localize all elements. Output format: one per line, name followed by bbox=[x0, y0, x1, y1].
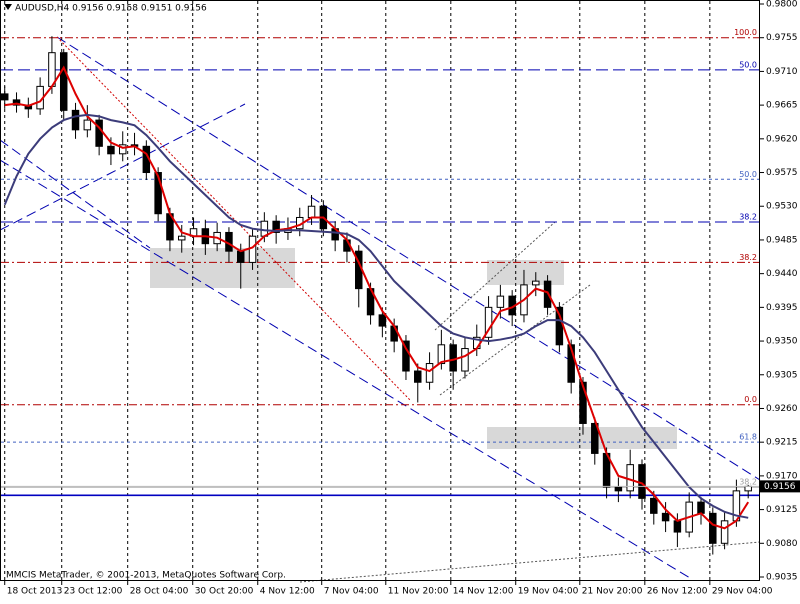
candle-body bbox=[107, 145, 115, 155]
y-tick-label: 0.9440 bbox=[766, 269, 798, 279]
x-tick-label: 4 Nov 12:00 bbox=[260, 587, 315, 597]
candle-body bbox=[95, 119, 103, 147]
candle-body bbox=[461, 348, 469, 372]
candle-body bbox=[378, 314, 387, 327]
candle-body bbox=[591, 422, 599, 454]
y-tick-label: 0.9665 bbox=[766, 101, 798, 111]
x-tick-label: 28 Oct 04:00 bbox=[130, 587, 189, 597]
x-tick-label: 19 Nov 04:00 bbox=[518, 587, 579, 597]
x-tick-label: 14 Nov 12:00 bbox=[453, 587, 514, 597]
y-tick-label: 0.9530 bbox=[766, 202, 798, 212]
candle-body bbox=[12, 99, 21, 106]
channel-line bbox=[434, 221, 556, 331]
candle-body bbox=[532, 280, 540, 286]
y-tick-label: 0.9755 bbox=[766, 33, 798, 43]
candle-body bbox=[83, 119, 92, 131]
candle-body bbox=[425, 363, 434, 383]
candle-body bbox=[307, 205, 316, 218]
y-tick-label: 0.9260 bbox=[766, 404, 798, 414]
level-label: 38.2 bbox=[739, 253, 757, 262]
candle-body bbox=[638, 464, 646, 499]
y-tick-label: 0.9575 bbox=[766, 168, 798, 178]
candle-body bbox=[449, 344, 457, 372]
x-tick-label: 26 Nov 12:00 bbox=[647, 587, 708, 597]
candle-body bbox=[71, 109, 80, 131]
candle-body bbox=[697, 501, 705, 514]
candle-body bbox=[402, 340, 410, 372]
level-label: 38.2 bbox=[739, 212, 757, 221]
y-tick-label: 0.9170 bbox=[766, 471, 798, 481]
x-tick-label: 7 Nov 04:00 bbox=[324, 587, 379, 597]
candle-body bbox=[744, 485, 752, 492]
channel-line bbox=[439, 284, 591, 396]
candle-body bbox=[661, 512, 670, 522]
candle-body bbox=[614, 486, 623, 492]
x-tick-label: 23 Oct 12:00 bbox=[64, 587, 123, 597]
candle-body bbox=[437, 344, 446, 365]
x-tick-label: 21 Nov 20:00 bbox=[582, 587, 643, 597]
fib-line bbox=[56, 36, 411, 401]
y-tick-label: 0.9485 bbox=[766, 235, 798, 245]
candle-body bbox=[484, 306, 493, 338]
level-label: 61.8 bbox=[739, 433, 757, 442]
candle-body bbox=[650, 497, 658, 514]
last-price-box bbox=[760, 480, 800, 493]
drawings bbox=[0, 36, 761, 583]
x-tick-label: 30 Oct 20:00 bbox=[195, 587, 254, 597]
y-tick-label: 0.9035 bbox=[766, 573, 798, 583]
channel-line bbox=[56, 36, 761, 481]
level-label: 50.0 bbox=[739, 60, 757, 69]
plot-frame bbox=[0, 0, 760, 581]
candle-body bbox=[414, 370, 422, 383]
footer: MMCIS MetaTrader, © 2001-2013, MetaQuote… bbox=[6, 571, 286, 581]
y-tick-label: 0.9395 bbox=[766, 303, 798, 313]
candle-body bbox=[0, 93, 9, 101]
menu-icon bbox=[4, 4, 12, 10]
candle-body bbox=[248, 235, 257, 263]
level-label: 100.0 bbox=[734, 28, 757, 37]
candle-body bbox=[567, 344, 575, 383]
x-tick-label: 29 Nov 04:00 bbox=[712, 587, 773, 597]
candle-body bbox=[496, 295, 505, 308]
y-tick-label: 0.9710 bbox=[766, 67, 798, 77]
candle-body bbox=[272, 220, 280, 233]
x-tick-label: 18 Oct 2013 bbox=[7, 587, 63, 597]
chart-title: AUDUSD,H4 0.9156 0.9158 0.9151 0.9156 bbox=[15, 4, 207, 14]
x-tick-label: 11 Nov 20:00 bbox=[388, 587, 449, 597]
indicator-line bbox=[4, 65, 750, 530]
zone bbox=[150, 248, 295, 288]
candle-body bbox=[720, 520, 729, 544]
plot: 100.0 50.0 50.0 38.2 38.2 0.0 61.8 38.2 bbox=[0, 1, 759, 580]
level-label: 38.2 bbox=[739, 478, 757, 487]
level-label: 0.0 bbox=[744, 395, 757, 404]
candle-body bbox=[673, 520, 682, 533]
y-tick-label: 0.9215 bbox=[766, 438, 798, 448]
y-tick-label: 0.9350 bbox=[766, 337, 798, 347]
candle-body bbox=[59, 52, 68, 111]
y-tick-label: 0.9800 bbox=[766, 0, 798, 10]
zone bbox=[487, 427, 677, 449]
candle-body bbox=[626, 464, 634, 492]
channel-line bbox=[0, 103, 246, 231]
candle-body bbox=[177, 235, 186, 241]
level-label: 50.0 bbox=[739, 170, 757, 179]
y-tick-label: 0.9305 bbox=[766, 370, 798, 380]
trend-line bbox=[299, 541, 761, 583]
indicator-line bbox=[3, 113, 749, 519]
candle-body bbox=[579, 381, 587, 424]
y-tick-label: 0.9080 bbox=[766, 539, 798, 549]
y-tick-label: 0.9620 bbox=[766, 134, 798, 144]
candle-body bbox=[118, 144, 127, 155]
y-tick-label: 0.9125 bbox=[766, 505, 798, 515]
last-price-label: 0.9156 bbox=[764, 482, 796, 492]
candle-body bbox=[237, 250, 245, 263]
candle-body bbox=[709, 512, 717, 544]
candle-body bbox=[154, 172, 162, 215]
